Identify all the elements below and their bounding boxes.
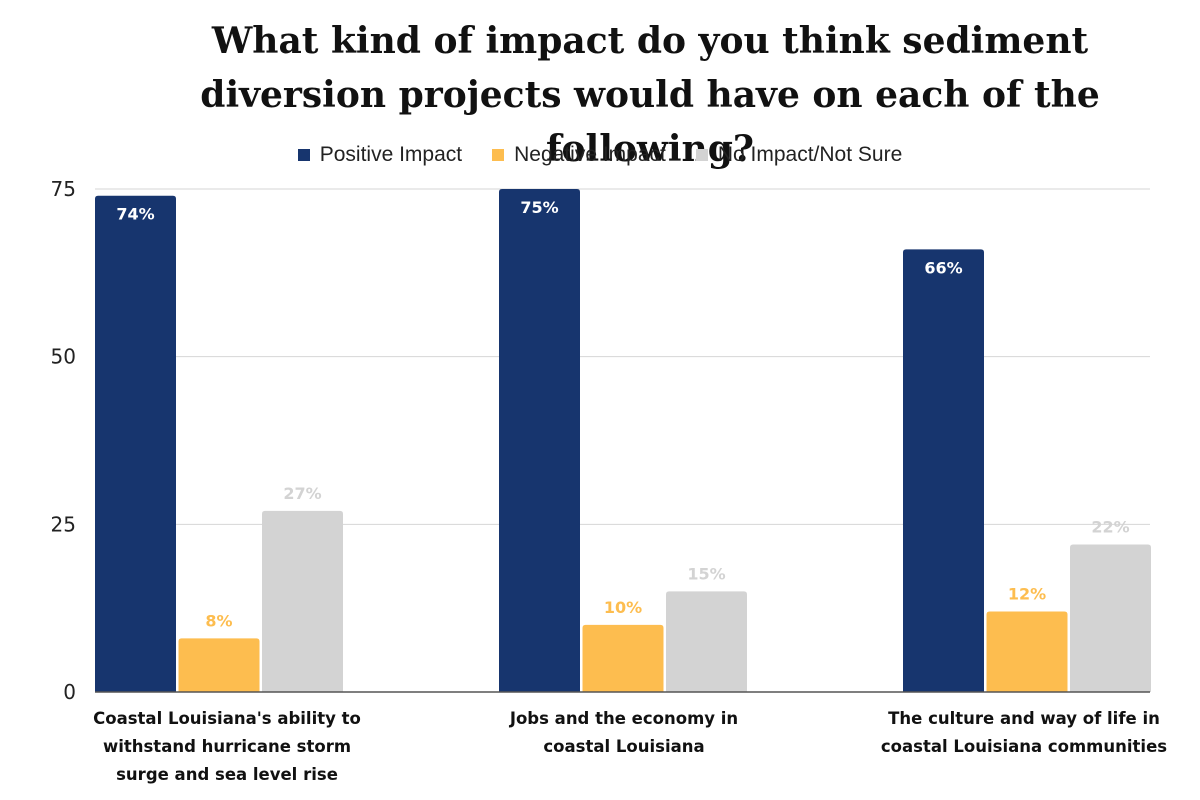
bar-positive-2 xyxy=(499,189,580,692)
data-label-positive-2: 75% xyxy=(520,198,558,217)
legend-swatch-negative xyxy=(492,149,505,161)
bar-positive-1 xyxy=(95,195,176,692)
legend-item-no-impact: No Impact/Not Sure xyxy=(695,143,903,167)
legend-swatch-positive xyxy=(297,149,310,161)
legend-item-positive: Positive Impact xyxy=(297,143,463,167)
data-label-positive-1: 74% xyxy=(116,205,154,224)
legend-label-positive: Positive Impact xyxy=(319,143,463,166)
data-label-positive-3: 66% xyxy=(924,258,962,277)
category-label-culture: The culture and way of life in coastal L… xyxy=(880,709,1168,756)
bar-no-impact-1 xyxy=(262,510,343,692)
data-label-no-impact-1: 27% xyxy=(283,484,321,503)
bar-negative-3 xyxy=(986,611,1068,692)
legend: Positive Impact Negative Impact No Impac… xyxy=(0,140,1200,170)
bar-negative-2 xyxy=(582,624,664,692)
y-tick-label-0: 0 xyxy=(63,680,76,704)
data-label-negative-3: 12% xyxy=(1008,585,1046,604)
legend-label-negative: Negative Impact xyxy=(514,143,666,166)
bar-negative-1 xyxy=(178,638,260,692)
data-label-no-impact-3: 22% xyxy=(1091,517,1129,536)
data-label-negative-1: 8% xyxy=(205,611,232,630)
data-label-no-impact-2: 15% xyxy=(687,564,725,583)
y-tick-label-75: 75 xyxy=(51,177,76,201)
legend-swatch-no-impact xyxy=(695,149,708,161)
category-label-jobs-economy: Jobs and the economy in coastal Louisian… xyxy=(509,709,739,756)
y-tick-label-50: 50 xyxy=(51,345,76,369)
bar-no-impact-3 xyxy=(1070,544,1151,692)
category-label-storm-surge: Coastal Louisiana's ability to withstand… xyxy=(93,709,361,784)
legend-item-negative: Negative Impact xyxy=(492,143,666,167)
bar-positive-3 xyxy=(903,249,984,693)
chart-title: What kind of impact do you think sedimen… xyxy=(200,20,1100,170)
data-label-negative-2: 10% xyxy=(604,598,642,617)
bar-no-impact-2 xyxy=(666,591,747,692)
y-tick-label-25: 25 xyxy=(51,512,76,536)
legend-label-no-impact: No Impact/Not Sure xyxy=(717,143,903,166)
